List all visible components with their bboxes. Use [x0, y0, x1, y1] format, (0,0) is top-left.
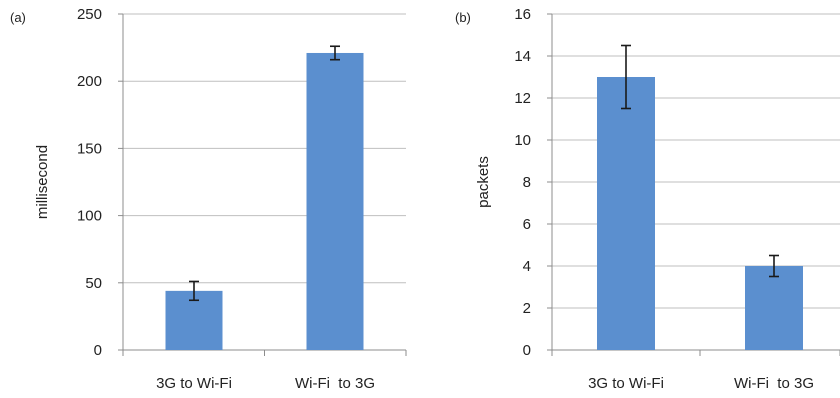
bar	[597, 77, 655, 350]
y-tick-label: 0	[94, 342, 102, 359]
category-label: 3G to Wi-Fi	[588, 375, 664, 392]
category-label: Wi-Fi to 3G	[295, 375, 375, 392]
y-tick-label: 10	[514, 132, 531, 149]
y-tick-label: 12	[514, 90, 531, 107]
y-tick-label: 16	[514, 6, 531, 23]
y-tick-label: 250	[77, 6, 102, 23]
y-tick-label: 14	[514, 48, 531, 65]
y-tick-label: 4	[523, 258, 531, 275]
y-tick-label: 2	[523, 300, 531, 317]
chart-panel-b: 0 2 4 6 8 10 12 14 16 3G to Wi-Fi Wi-Fi to 3G packe…	[455, 6, 840, 392]
category-label: 3G to Wi-Fi	[156, 375, 232, 392]
y-tick-label: 6	[523, 216, 531, 233]
y-tick-label: 150	[77, 140, 102, 157]
bar	[745, 266, 803, 350]
y-axis-title: millisecond	[34, 145, 51, 219]
chart-panel-a: 0 50 100 150 200 250 3G to Wi-Fi Wi-Fi to 3G mil…	[10, 6, 407, 392]
y-tick-label: 100	[77, 208, 102, 225]
y-tick-label: 50	[85, 275, 102, 292]
y-tick-label: 200	[77, 73, 102, 90]
bar	[306, 52, 364, 350]
panel-label: (b)	[455, 10, 471, 25]
y-axis-title: packets	[475, 156, 492, 208]
y-tick-label: 0	[523, 342, 531, 359]
panel-label: (a)	[10, 10, 26, 25]
category-label: Wi-Fi to 3G	[734, 375, 814, 392]
y-tick-label: 8	[523, 174, 531, 191]
